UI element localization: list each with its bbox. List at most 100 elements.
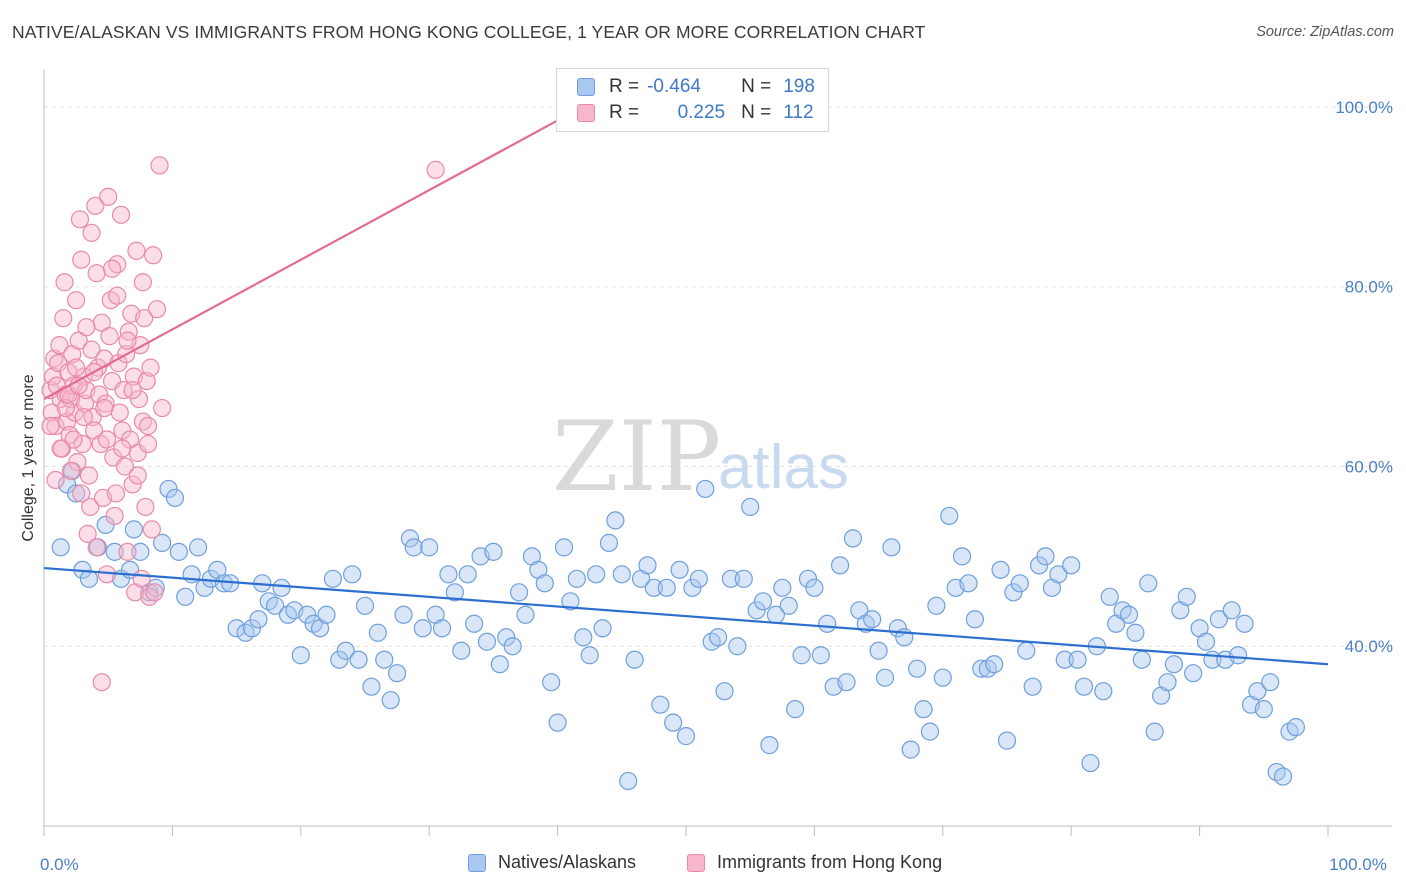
hongkong-point — [51, 439, 70, 458]
natives-point — [1248, 682, 1267, 701]
natives-point — [272, 578, 291, 597]
natives-point — [985, 655, 1004, 674]
natives-point — [593, 619, 612, 638]
natives-point — [1004, 583, 1023, 602]
natives-point — [1139, 574, 1158, 593]
legend-r-label: R = — [609, 76, 640, 97]
natives-point — [1081, 753, 1100, 773]
natives-point — [1132, 650, 1151, 669]
natives-point — [355, 596, 375, 615]
natives-point — [1036, 547, 1055, 566]
x-tick-label: 100.0% — [1329, 855, 1387, 874]
natives-point — [1029, 556, 1049, 575]
natives-point — [1119, 605, 1139, 624]
watermark-atlas: atlas — [718, 433, 849, 502]
natives-point — [798, 569, 818, 588]
hongkong-point — [82, 223, 101, 242]
natives-point — [1273, 767, 1293, 786]
chart-title: NATIVE/ALASKAN VS IMMIGRANTS FROM HONG K… — [12, 22, 926, 42]
natives-point — [676, 727, 696, 746]
natives-point — [1229, 646, 1248, 665]
axes — [43, 70, 1392, 836]
hongkong-point — [66, 358, 86, 377]
natives-point — [920, 722, 940, 741]
hongkong-trend-line — [43, 119, 559, 401]
natives-point — [1055, 650, 1074, 669]
hongkong-point — [68, 452, 87, 472]
natives-point — [837, 673, 856, 692]
hongkong-point — [66, 291, 86, 310]
gridlines — [44, 106, 1392, 647]
hongkong-point — [141, 358, 160, 377]
natives-point — [381, 691, 400, 710]
natives-point — [432, 619, 452, 638]
natives-point — [657, 578, 676, 597]
natives-point — [991, 560, 1010, 579]
natives-point — [554, 538, 574, 557]
natives-point — [542, 673, 561, 692]
bottom-swatch-natives — [468, 853, 486, 872]
natives-point — [1049, 565, 1068, 584]
bottom-legend-natives-label: Natives/Alaskans — [498, 852, 637, 872]
hongkong-point — [49, 354, 68, 373]
hongkong-point — [118, 542, 137, 561]
hongkong-point — [61, 461, 81, 481]
hongkong-point — [42, 403, 61, 422]
hongkong-point — [72, 484, 91, 503]
natives-point — [1094, 682, 1113, 701]
hongkong-point — [426, 160, 445, 179]
hongkong-point — [54, 309, 73, 328]
legend-n-value-hongkong: 112 — [783, 102, 814, 123]
natives-point — [959, 574, 978, 593]
hongkong-point — [46, 416, 65, 436]
natives-point — [638, 556, 657, 575]
y-tick-label: 100.0% — [1335, 98, 1393, 117]
natives-point — [1196, 632, 1216, 651]
natives-point — [323, 569, 342, 588]
hongkong-point — [111, 205, 131, 224]
natives-point — [1100, 587, 1119, 606]
hongkong-point — [132, 569, 151, 588]
natives-point — [567, 569, 586, 588]
natives-point — [786, 700, 805, 719]
natives-point — [689, 569, 708, 588]
natives-point — [214, 574, 233, 593]
natives-point — [1286, 718, 1306, 737]
trend-lines — [43, 119, 1329, 666]
natives-point — [612, 565, 631, 584]
natives-point — [165, 488, 185, 508]
natives-point — [1158, 673, 1177, 692]
natives-trend-line — [43, 566, 1329, 666]
hongkong-point — [97, 565, 117, 584]
natives-point — [760, 736, 779, 755]
natives-point — [452, 641, 471, 660]
natives-point — [249, 610, 268, 629]
hongkong-point — [106, 484, 126, 503]
hongkong-point — [72, 250, 91, 269]
natives-point — [362, 677, 381, 696]
natives-point — [1254, 700, 1273, 719]
natives-point — [1126, 623, 1145, 642]
legend-r-label: R = — [609, 102, 640, 123]
natives-point — [619, 771, 638, 791]
natives-point — [683, 578, 702, 597]
natives-point — [105, 542, 124, 561]
legend-n-label: N = — [741, 102, 772, 123]
natives-point — [535, 574, 554, 593]
natives-point — [1062, 556, 1081, 575]
hongkong-point — [82, 340, 101, 359]
hongkong-point — [87, 538, 106, 557]
hongkong-point — [69, 331, 88, 350]
natives-point — [1010, 574, 1029, 593]
hongkong-point — [108, 286, 127, 305]
hongkong-point — [41, 416, 60, 436]
hongkong-point — [95, 398, 114, 418]
natives-point — [465, 614, 484, 633]
natives-point — [708, 628, 728, 647]
hongkong-point — [70, 210, 90, 229]
natives-point — [728, 637, 747, 656]
natives-point — [908, 659, 927, 678]
hongkong-point — [87, 264, 106, 283]
natives-point — [747, 601, 766, 620]
hongkong-point — [65, 403, 84, 422]
